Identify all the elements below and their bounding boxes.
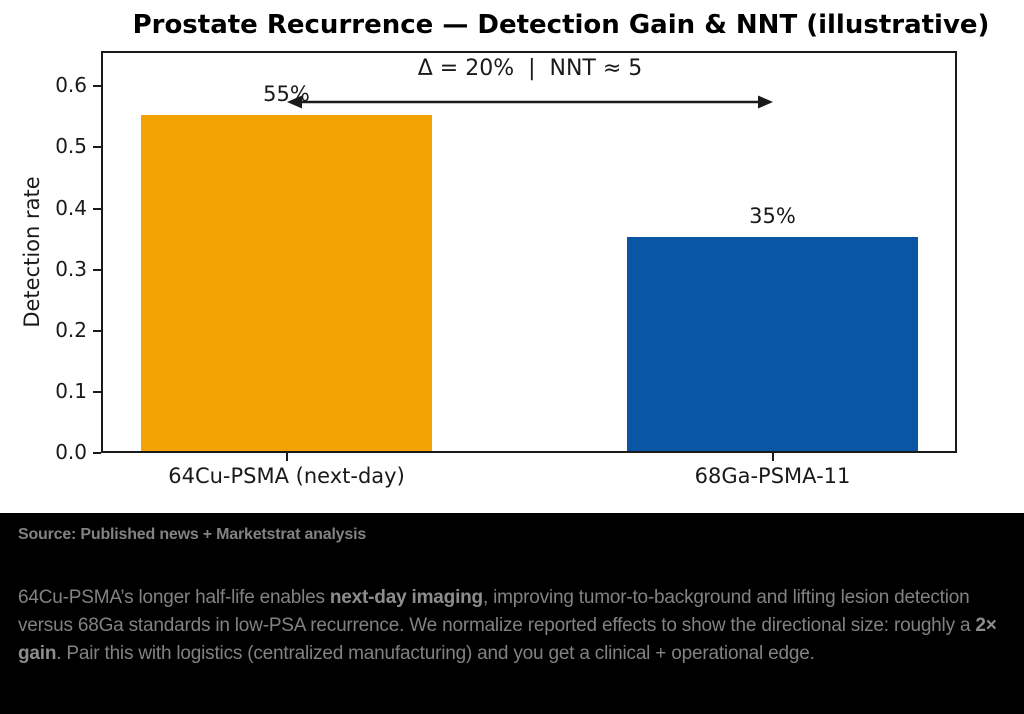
source-note: Source: Published news + Marketstrat ana… xyxy=(18,526,367,543)
x-category-label: 64Cu-PSMA (next-day) xyxy=(168,464,405,488)
y-tick-mark xyxy=(93,391,101,393)
plot-area: Δ = 20% | NNT ≈ 5 55% 35% xyxy=(101,51,957,453)
y-tick-mark xyxy=(93,269,101,271)
y-tick-label: 0.4 xyxy=(55,196,87,220)
y-tick-mark xyxy=(93,146,101,148)
delta-nnt-annotation: Δ = 20% | NNT ≈ 5 xyxy=(417,56,643,81)
analysis-paragraph: 64Cu-PSMA’s longer half-life enables nex… xyxy=(18,587,997,664)
y-tick-label: 0.0 xyxy=(55,440,87,464)
footer-band: Source: Published news + Marketstrat ana… xyxy=(0,513,1024,714)
y-tick-label: 0.3 xyxy=(55,257,87,281)
x-tick-mark xyxy=(285,453,288,461)
arrowhead-left xyxy=(287,95,302,109)
y-tick-mark xyxy=(93,208,101,210)
y-tick-mark xyxy=(93,85,101,87)
x-tick-mark xyxy=(771,453,774,461)
bar-2 xyxy=(627,237,918,451)
y-tick-label: 0.5 xyxy=(55,134,87,158)
bar-value-label: 35% xyxy=(749,204,796,228)
bar-value-label: 55% xyxy=(263,82,310,106)
bar-1 xyxy=(141,115,432,451)
y-tick-label: 0.6 xyxy=(55,73,87,97)
bold-phrase: next-day imaging xyxy=(329,587,483,608)
x-category-label: 68Ga-PSMA-11 xyxy=(694,464,851,488)
arrowhead-right xyxy=(758,95,773,109)
chart-title: Prostate Recurrence — Detection Gain & N… xyxy=(132,10,990,40)
bold-phrase: 2× gain xyxy=(18,615,997,664)
delta-arrow xyxy=(287,95,773,109)
y-tick-label: 0.2 xyxy=(55,318,87,342)
y-tick-label: 0.1 xyxy=(55,379,87,403)
y-tick-mark xyxy=(93,452,101,454)
y-tick-mark xyxy=(93,330,101,332)
